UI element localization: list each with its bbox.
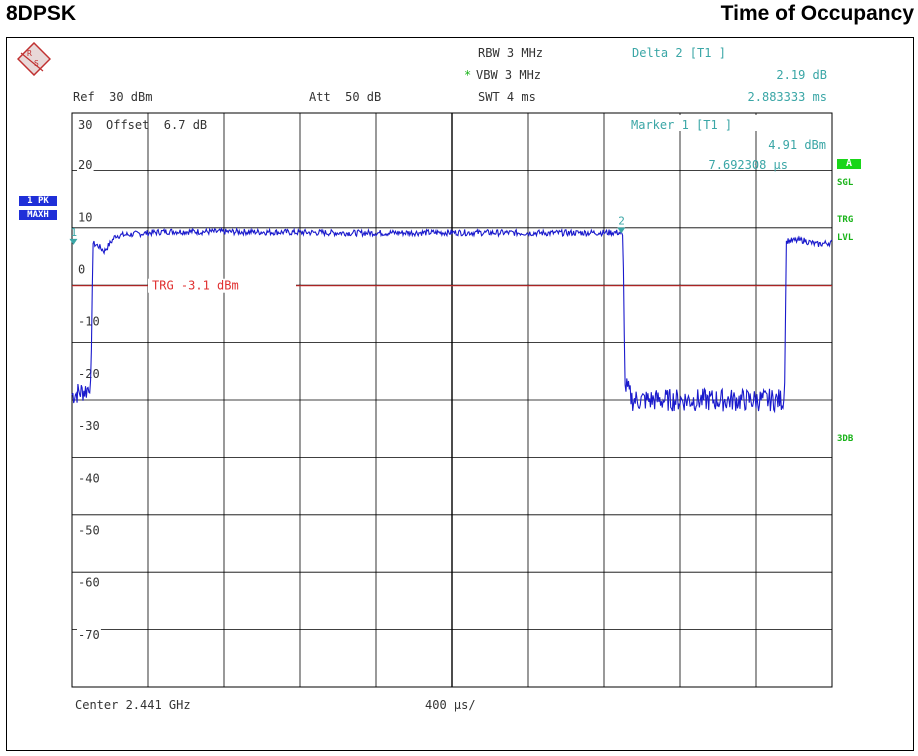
trace-mode-pk: 1 PK	[19, 196, 57, 206]
svg-text:R: R	[27, 49, 32, 58]
y-tick-label: -60	[78, 576, 100, 590]
y-tick-label-bg	[77, 575, 101, 590]
delta-marker-level: 2.19 dB	[776, 68, 827, 82]
y-tick-labels: 20 10 0 -10 -20 -30 -40 -50 -60 -70 30	[77, 118, 101, 642]
3db-indicator: 3DB	[837, 434, 854, 444]
trace-plot: 20 10 0 -10 -20 -30 -40 -50 -60 -70 30 TRG -3.1 dB…	[69, 112, 833, 688]
delta-marker-time: 2.883333 ms	[747, 90, 827, 104]
y-tick-label: 0	[78, 263, 85, 277]
left-title: 8DPSK	[6, 2, 77, 25]
y-tick-label: 30	[78, 118, 92, 132]
right-title: Time of Occupancy	[720, 2, 914, 25]
y-tick-label: -20	[78, 367, 100, 381]
sgl-indicator: SGL	[837, 178, 854, 188]
marker1-level: 4.91 dBm	[768, 138, 826, 152]
attenuation-label: Att 50 dB	[309, 90, 382, 104]
analyzer-screen: R S RBW 3 MHz * VBW 3 MHz SWT 4 ms Ref 3…	[6, 37, 914, 751]
y-tick-label: 20	[78, 158, 92, 172]
center-frequency-label: Center 2.441 GHz	[75, 698, 191, 712]
vbw-modified-star: *	[464, 68, 472, 82]
y-tick-label-bg	[77, 523, 101, 538]
offset-label: Offset 6.7 dB	[106, 118, 207, 132]
y-tick-label: -50	[78, 523, 100, 537]
y-tick-label-bg	[77, 158, 94, 173]
y-tick-label: -40	[78, 471, 100, 485]
svg-text:S: S	[34, 59, 39, 68]
marker-1-label: 1	[70, 226, 77, 239]
y-tick-label: -10	[78, 315, 100, 329]
marker1-time: 7.692308 µs	[709, 158, 788, 172]
trg-indicator: TRG	[837, 215, 854, 225]
delta-marker-title: Delta 2 [T1 ]	[632, 46, 726, 60]
lvl-indicator: LVL	[837, 233, 854, 243]
trace-a-badge: A	[837, 159, 861, 169]
y-tick-label-bg	[77, 314, 101, 329]
swt-label: SWT 4 ms	[478, 90, 536, 104]
ref-level-label: Ref 30 dBm	[73, 90, 153, 104]
y-tick-label-bg	[77, 471, 101, 486]
rbw-label: RBW 3 MHz	[478, 46, 544, 60]
y-tick-label: 10	[78, 210, 92, 224]
y-tick-label-bg	[77, 210, 94, 225]
marker-2-label: 2	[618, 214, 625, 227]
marker-2-symbol	[617, 227, 626, 234]
rs-logo: R S	[17, 42, 51, 76]
y-tick-label-bg	[77, 627, 101, 642]
span-per-div-label: 400 µs/	[425, 698, 476, 712]
y-tick-label: -70	[78, 628, 100, 642]
markers: 12	[69, 214, 626, 245]
trigger-level-label: TRG -3.1 dBm	[152, 279, 239, 293]
marker-1-symbol	[69, 238, 78, 245]
trace-line	[71, 226, 833, 414]
vbw-label: VBW 3 MHz	[476, 68, 542, 82]
y-tick-label-bg	[77, 366, 101, 381]
y-tick-label-bg	[77, 262, 87, 277]
y-tick-label-bg	[77, 419, 101, 434]
marker1-title: Marker 1 [T1 ]	[631, 118, 732, 132]
trace-mode-maxh: MAXH	[19, 210, 57, 220]
y-tick-label: -30	[78, 419, 100, 433]
